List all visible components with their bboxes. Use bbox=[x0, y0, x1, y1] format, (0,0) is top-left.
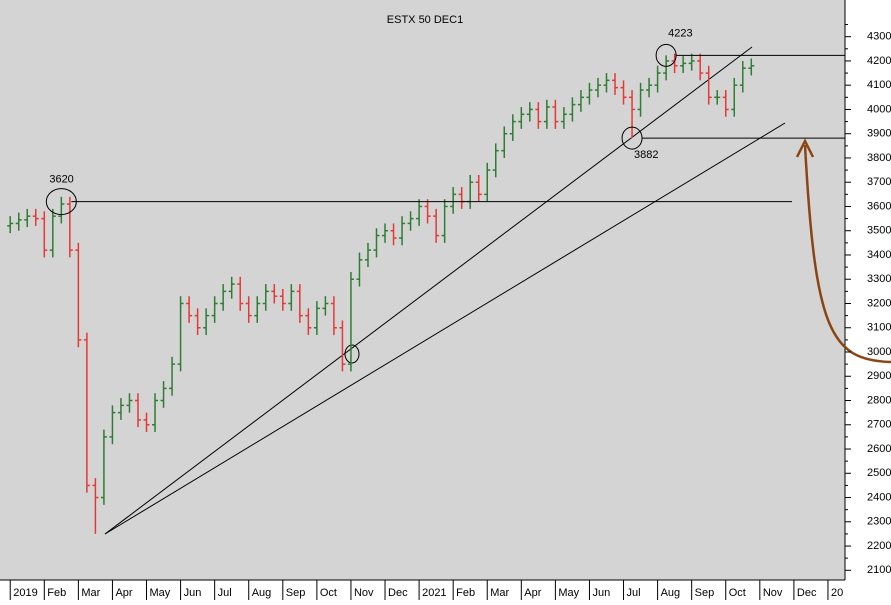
plot-background bbox=[0, 0, 845, 580]
y-tick-label: 2200 bbox=[867, 540, 891, 552]
arrow-head bbox=[795, 138, 815, 158]
x-tick-label: Sep bbox=[286, 587, 306, 599]
y-tick-label: 4000 bbox=[867, 103, 891, 115]
x-tick-label: Feb bbox=[456, 587, 475, 599]
annotation-label: 4223 bbox=[668, 27, 692, 39]
x-tick-label: Oct bbox=[320, 587, 337, 599]
x-tick-label: May bbox=[150, 587, 171, 599]
x-tick-label: Aug bbox=[252, 587, 272, 599]
x-tick-label: Aug bbox=[661, 587, 681, 599]
y-tick-label: 4100 bbox=[867, 79, 891, 91]
x-tick-label: Mar bbox=[490, 587, 509, 599]
y-tick-label: 3100 bbox=[867, 322, 891, 334]
x-tick-label: Nov bbox=[763, 587, 783, 599]
y-tick-label: 3900 bbox=[867, 128, 891, 140]
circle-marker bbox=[344, 344, 360, 364]
x-tick-label: Apr bbox=[115, 587, 132, 599]
x-tick-label: Mar bbox=[81, 587, 100, 599]
y-tick-label: 4300 bbox=[867, 31, 891, 43]
x-tick-label: Feb bbox=[47, 587, 66, 599]
y-tick-label: 3500 bbox=[867, 225, 891, 237]
y-tick-label: 3400 bbox=[867, 249, 891, 261]
x-tick-label: 2019 bbox=[13, 587, 37, 599]
x-tick-label: May bbox=[558, 587, 579, 599]
y-tick-label: 2100 bbox=[867, 564, 891, 576]
x-tick-label: 20 bbox=[831, 587, 843, 599]
x-tick-label: Jun bbox=[592, 587, 610, 599]
x-tick-label: 2021 bbox=[422, 587, 446, 599]
y-tick-label: 2700 bbox=[867, 419, 891, 431]
y-tick-label: 3800 bbox=[867, 152, 891, 164]
trend-line bbox=[104, 46, 753, 535]
y-tick-label: 3000 bbox=[867, 346, 891, 358]
y-tick-label: 2500 bbox=[867, 467, 891, 479]
y-tick-label: 2800 bbox=[867, 394, 891, 406]
x-tick-label: Jul bbox=[218, 587, 232, 599]
y-tick-label: 3200 bbox=[867, 297, 891, 309]
y-tick-label: 2900 bbox=[867, 370, 891, 382]
y-tick-label: 3700 bbox=[867, 176, 891, 188]
annotation-label: 3882 bbox=[634, 149, 658, 161]
trend-line bbox=[104, 122, 786, 535]
x-tick-label: Sep bbox=[695, 587, 715, 599]
y-tick-label: 3300 bbox=[867, 273, 891, 285]
x-tick-label: Dec bbox=[797, 587, 817, 599]
chart-title: ESTX 50 DEC1 bbox=[387, 14, 463, 26]
y-tick-label: 3600 bbox=[867, 200, 891, 212]
y-tick-label: 2600 bbox=[867, 443, 891, 455]
x-tick-label: Apr bbox=[524, 587, 541, 599]
circle-marker bbox=[621, 126, 643, 150]
x-tick-label: Nov bbox=[354, 587, 374, 599]
y-tick-label: 2400 bbox=[867, 491, 891, 503]
y-tick-label: 4200 bbox=[867, 55, 891, 67]
circle-marker bbox=[655, 43, 677, 67]
y-tick-label: 2300 bbox=[867, 516, 891, 528]
arrow bbox=[803, 144, 891, 364]
x-tick-label: Oct bbox=[729, 587, 746, 599]
x-tick-label: Jul bbox=[627, 587, 641, 599]
x-tick-label: Jun bbox=[184, 587, 202, 599]
x-tick-label: Dec bbox=[388, 587, 408, 599]
circle-marker bbox=[45, 188, 77, 216]
annotation-label: 3620 bbox=[49, 174, 73, 186]
